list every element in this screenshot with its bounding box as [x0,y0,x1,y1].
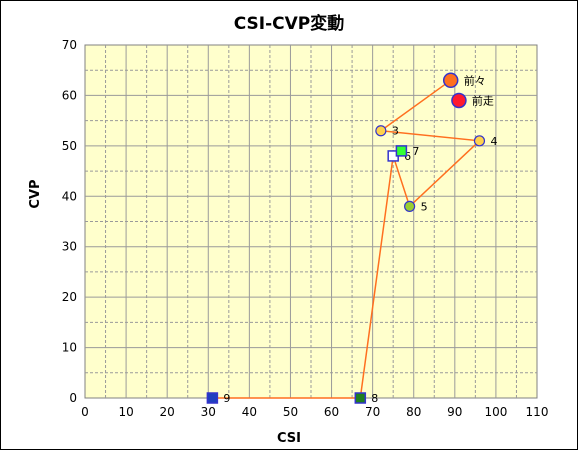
x-tick-label: 70 [365,405,380,419]
data-point [473,135,486,147]
data-point [395,145,408,157]
y-tick-label: 10 [62,341,77,355]
data-point-label: 6 [404,150,411,163]
x-tick-label: 0 [81,405,89,419]
data-point [375,125,387,137]
chart-title: CSI-CVP変動 [234,13,345,34]
x-tick-label: 90 [447,405,462,419]
data-point-label: 8 [371,392,378,405]
data-point-label: 4 [490,135,497,148]
data-point-label: 前走 [472,93,494,107]
data-point [354,392,367,404]
y-tick-label: 30 [62,240,77,254]
y-tick-label: 0 [69,391,77,405]
x-tick-label: 80 [406,405,421,419]
x-tick-label: 10 [118,405,133,419]
y-axis-label: CVP [28,179,43,208]
data-point [404,200,416,212]
data-point-label: 前々 [464,73,486,87]
tick-labels: 0 10 20 30 40 50 60 70 80 90 100 110 0 10 20 30 40 50 60 70 [62,38,549,419]
x-tick-label: 100 [484,405,507,419]
x-tick-label: 40 [242,405,257,419]
data-point-label: 5 [421,200,428,213]
y-tick-label: 40 [62,189,77,203]
data-point-label: 3 [392,125,399,138]
gridlines [85,45,537,398]
data-point [442,72,459,89]
data-point-label: 9 [223,392,230,405]
data-point-label: 7 [412,145,419,158]
y-tick-label: 20 [62,290,77,304]
x-tick-label: 30 [201,405,216,419]
x-tick-label: 50 [283,405,298,419]
y-tick-label: 50 [62,139,77,153]
x-tick-label: 20 [160,405,175,419]
data-point [206,392,219,404]
y-tick-label: 70 [62,38,77,52]
y-tick-label: 60 [62,88,77,102]
data-point [451,92,467,109]
x-tick-label: 110 [526,405,549,419]
x-tick-label: 60 [324,405,339,419]
x-axis-label: CSI [277,431,301,446]
